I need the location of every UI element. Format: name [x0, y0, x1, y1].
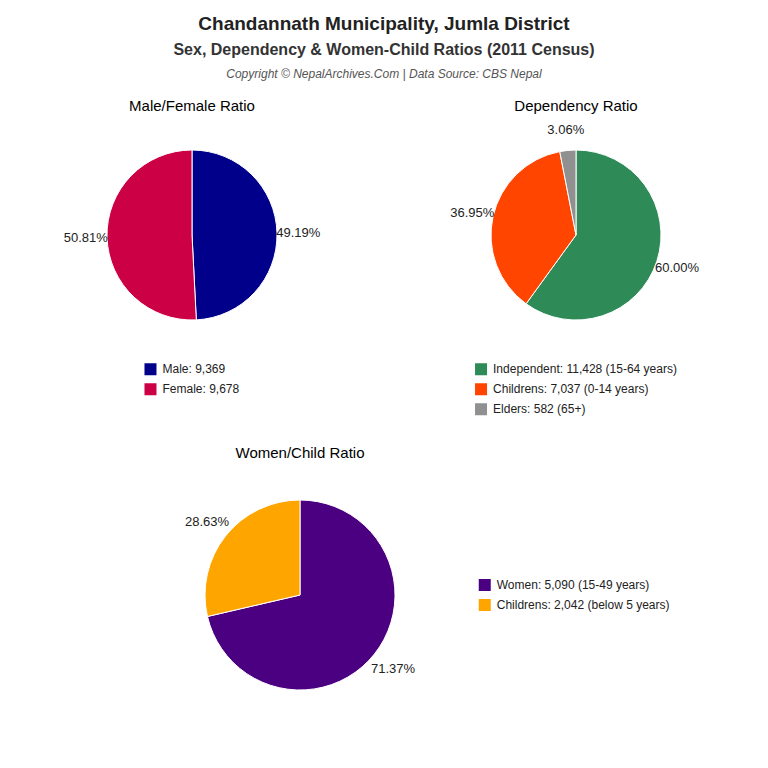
data-labels: 60.00% 36.95% 3.06% [450, 122, 699, 276]
legend-label: Male: 9,369 [162, 362, 225, 376]
pie-slice [192, 150, 277, 320]
data-label: 3.06% [547, 122, 584, 137]
data-label: 36.95% [450, 205, 495, 220]
data-label: 28.63% [185, 514, 230, 529]
legend-item: Elders: 582 (65+) [475, 402, 585, 416]
slices [491, 150, 661, 320]
legend: Male: 9,369 Female: 9,678 [144, 362, 239, 396]
legend-swatch [475, 383, 487, 395]
chart-svg: Chandannath Municipality, Jumla District… [0, 0, 768, 768]
pie-slice [107, 150, 196, 320]
slices [205, 500, 395, 690]
legend-item: Male: 9,369 [144, 362, 225, 376]
data-label: 60.00% [655, 260, 700, 275]
chart-title: Women/Child Ratio [236, 444, 365, 461]
chart-title: Dependency Ratio [514, 97, 637, 114]
legend: Women: 5,090 (15-49 years) Childrens: 2,0… [479, 578, 670, 612]
legend-item: Women: 5,090 (15-49 years) [479, 578, 650, 592]
pie-slice [491, 152, 576, 304]
legend-swatch [144, 363, 156, 375]
legend-label: Women: 5,090 (15-49 years) [497, 578, 650, 592]
legend-label: Independent: 11,428 (15-64 years) [493, 362, 677, 376]
legend-swatch [479, 599, 491, 611]
chart-title: Male/Female Ratio [129, 97, 255, 114]
pie-slice [560, 150, 576, 235]
data-label: 50.81% [64, 230, 109, 245]
legend-item: Female: 9,678 [144, 382, 239, 396]
legend-swatch [475, 363, 487, 375]
legend-swatch [475, 403, 487, 415]
legend-label: Female: 9,678 [162, 382, 239, 396]
pie-chart: Dependency Ratio 60.00% 36.95% 3.06% [450, 97, 699, 320]
legend-swatch [479, 579, 491, 591]
slices [107, 150, 277, 320]
legend-label: Elders: 582 (65+) [493, 402, 585, 416]
legend: Independent: 11,428 (15-64 years) Childre… [475, 362, 677, 416]
data-label: 49.19% [276, 225, 321, 240]
pie-chart: Women/Child Ratio 71.37% 28.63% [185, 444, 415, 690]
data-label: 71.37% [371, 661, 416, 676]
legend-label: Childrens: 2,042 (below 5 years) [497, 598, 670, 612]
data-labels: 71.37% 28.63% [185, 514, 415, 677]
legend-item: Childrens: 2,042 (below 5 years) [479, 598, 670, 612]
pie-chart: Male/Female Ratio 49.19% 50.81% [64, 97, 321, 320]
legend-swatch [144, 383, 156, 395]
legend-item: Independent: 11,428 (15-64 years) [475, 362, 677, 376]
subtitle: Sex, Dependency & Women-Child Ratios (20… [173, 41, 594, 58]
annotation: Copyright © NepalArchives.Com | Data Sou… [226, 67, 542, 81]
title: Chandannath Municipality, Jumla District [198, 13, 570, 34]
legend-label: Childrens: 7,037 (0-14 years) [493, 382, 648, 396]
data-labels: 49.19% 50.81% [64, 225, 321, 245]
legend-item: Childrens: 7,037 (0-14 years) [475, 382, 648, 396]
